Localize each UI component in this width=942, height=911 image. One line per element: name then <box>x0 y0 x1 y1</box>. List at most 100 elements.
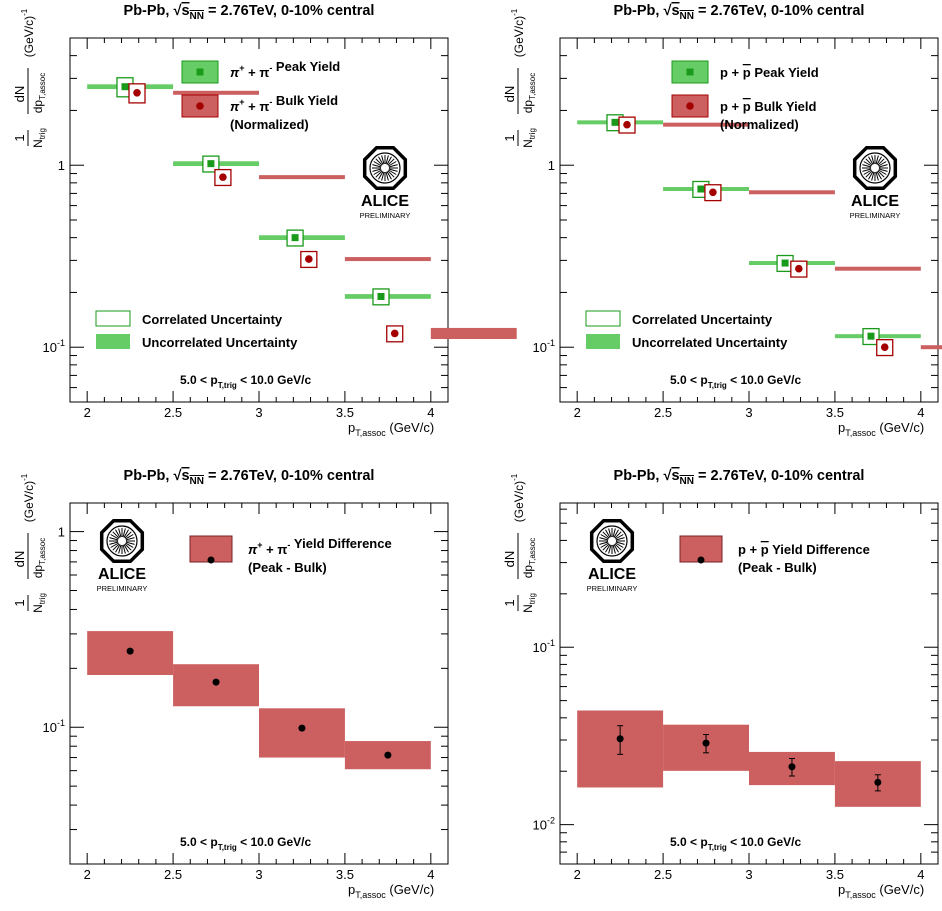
logo-spoke <box>388 168 398 172</box>
legend-antiparticle: p <box>761 542 769 557</box>
uncorrelated-band <box>173 90 259 95</box>
xlabel-unit: (GeV/c) <box>876 882 924 897</box>
uncorrelated-band <box>834 266 921 271</box>
bulk-marker <box>880 343 889 352</box>
logo-spoke <box>877 170 885 178</box>
uncorrelated-band <box>749 190 835 195</box>
legend-label: π+ + π- Yield Difference <box>248 536 392 557</box>
xlabel-sub: T,assoc <box>845 890 876 900</box>
logo-ring <box>596 525 628 557</box>
y-tick-base: 10 <box>43 720 57 735</box>
legend-corr-swatch <box>585 310 621 327</box>
difference-marker <box>126 647 134 655</box>
peak-marker <box>781 259 789 267</box>
logo-spoke <box>118 528 122 538</box>
difference-marker <box>212 678 220 686</box>
logo-spoke <box>387 170 395 178</box>
x-tick-label: 3.5 <box>826 405 844 420</box>
logo-spoke <box>375 170 383 178</box>
y-tick-base: 10 <box>43 340 57 355</box>
difference-marker <box>788 763 796 771</box>
y-tick-base: 10 <box>533 640 547 655</box>
ylabel-dn: dN <box>502 551 517 568</box>
logo-spoke <box>613 544 619 553</box>
legend-corr-swatch <box>95 310 131 327</box>
legend-line2: (Peak - Bulk) <box>248 560 327 575</box>
peak-marker <box>121 83 129 91</box>
x-tick-label: 2 <box>84 867 91 882</box>
x-tick-label: 2 <box>574 405 581 420</box>
y-tick-base: 10 <box>533 818 547 833</box>
title-prefix: Pb-Pb, <box>124 3 174 19</box>
logo-spoke <box>122 528 126 538</box>
x-tick-label: 3 <box>255 405 262 420</box>
legend-bulk-marker <box>196 102 204 110</box>
y-tick-label: 1 <box>58 158 65 173</box>
logo-spoke <box>863 169 872 175</box>
bulk-marker <box>623 120 631 129</box>
title-suffix: = 2.76TeV, 0-10% central <box>204 468 374 484</box>
x-tick-label: 2 <box>84 405 91 420</box>
logo-spoke <box>615 537 625 541</box>
peak-marker <box>611 118 619 126</box>
logo-name: ALICE <box>361 193 409 210</box>
ylabel-dp-sub: T,assoc <box>38 73 47 100</box>
x-tick-label: 2.5 <box>654 867 672 882</box>
legend-species: + π <box>263 542 288 557</box>
logo-spoke <box>125 537 135 541</box>
title-prefix: Pb-Pb, <box>614 3 664 19</box>
y-tick-label: 10-1 <box>533 338 555 355</box>
logo-spoke <box>109 537 119 541</box>
logo-spoke <box>125 541 135 545</box>
logo-spoke <box>876 171 882 180</box>
difference-marker <box>874 778 882 786</box>
kin-sub: T,trig <box>218 381 237 390</box>
legend-label: π+ + π- Bulk Yield <box>230 93 338 114</box>
ylabel-n: N <box>521 139 535 148</box>
logo-spoke <box>602 531 610 539</box>
ylabel-dp-sub: T,assoc <box>528 73 537 100</box>
title-suffix: = 2.76TeV, 0-10% central <box>694 468 864 484</box>
ylabel-dp-sub: T,assoc <box>528 538 537 565</box>
peak-marker <box>867 332 875 340</box>
legend-species: p + <box>720 99 743 114</box>
ylabel-n: N <box>521 604 535 613</box>
legend-diff-marker <box>697 556 705 564</box>
x-axis-label: pT,assoc (GeV/c) <box>838 420 924 438</box>
x-tick-label: 3 <box>745 405 752 420</box>
kin-post: < 10.0 GeV/c <box>237 373 312 387</box>
logo-tag: PRELIMINARY <box>850 211 901 220</box>
ylabel-one: 1 <box>502 599 517 606</box>
ylabel-unit-text: (GeV/c) <box>512 16 526 57</box>
legend-text: Bulk Yield <box>751 99 817 114</box>
logo-spoke <box>388 164 398 168</box>
title-prefix: Pb-Pb, <box>124 468 174 484</box>
logo-spoke <box>124 531 132 539</box>
legend-peak-marker <box>196 68 204 76</box>
kinematic-range: 5.0 < pT,trig < 10.0 GeV/c <box>670 835 802 852</box>
logo-spoke <box>605 529 611 538</box>
logo-spoke <box>388 169 397 175</box>
ylabel-dn: dN <box>502 86 517 103</box>
logo-spoke <box>614 531 622 539</box>
title-root: s <box>181 3 189 19</box>
legend-species: p + <box>738 542 761 557</box>
ylabel-ntrig: Ntrig <box>521 128 537 148</box>
logo-spoke <box>863 161 872 167</box>
ylabel-dp: dpT,assoc <box>521 538 537 578</box>
xlabel-sub: T,assoc <box>355 428 386 438</box>
ylabel-dp-text: dp <box>521 565 535 579</box>
uncorrelated-band <box>430 327 517 340</box>
chart-panel-bottom-left: Pb-Pb, √sNN = 2.76TeV, 0-10% central 2 2.5… <box>12 468 449 900</box>
legend-label: p + p Peak Yield <box>720 65 819 80</box>
x-tick-label: 3.5 <box>336 405 354 420</box>
x-tick-label: 4 <box>917 867 924 882</box>
kinematic-range: 5.0 < pT,trig < 10.0 GeV/c <box>180 373 312 390</box>
kin-pre: 5.0 < p <box>180 835 218 849</box>
x-tick-label: 4 <box>917 405 924 420</box>
kin-post: < 10.0 GeV/c <box>727 835 802 849</box>
logo-spoke <box>608 544 612 554</box>
